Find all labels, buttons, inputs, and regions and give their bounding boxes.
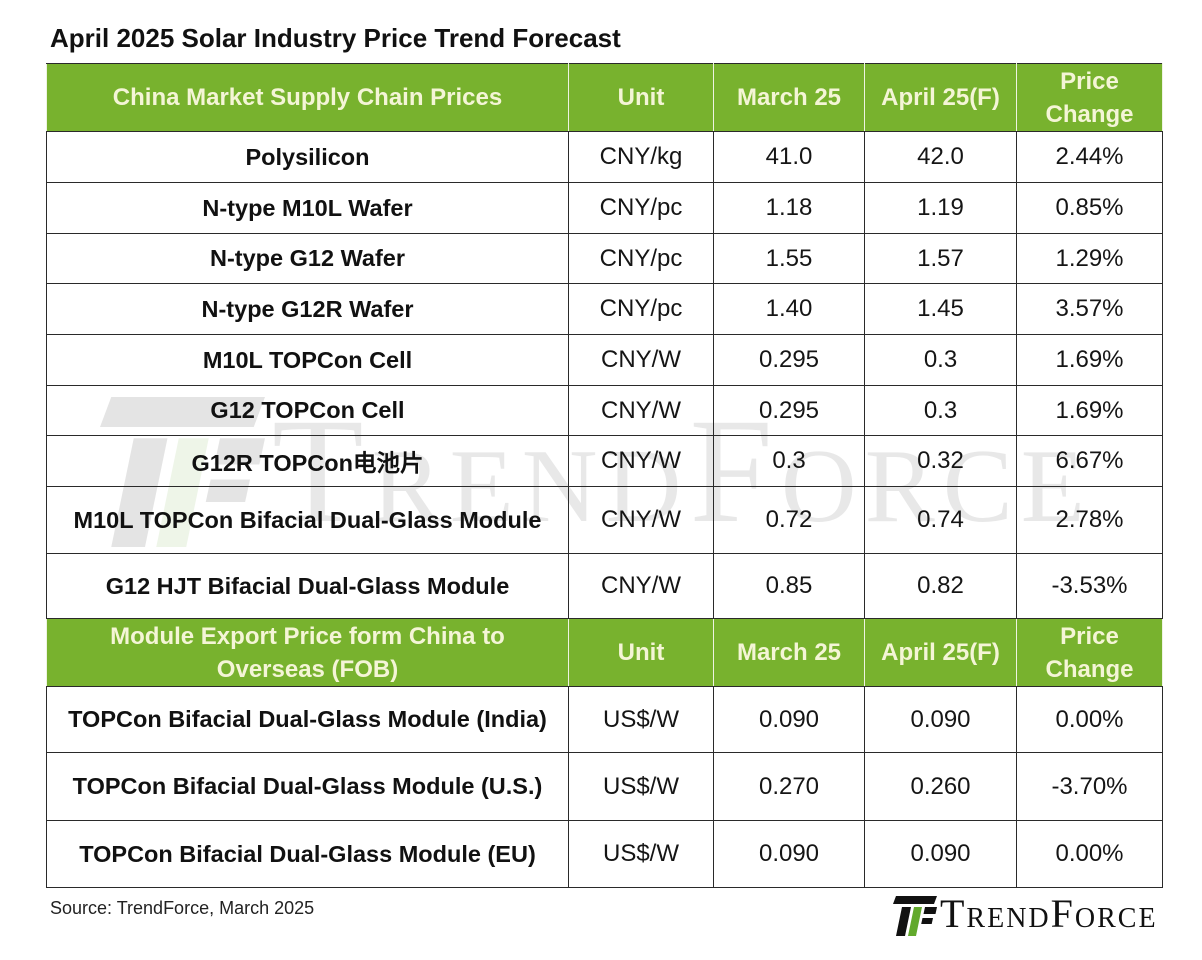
march-price-cell: 0.270 (713, 752, 865, 821)
march-price-cell: 0.3 (713, 435, 865, 487)
april-forecast-cell: 0.3 (864, 334, 1017, 386)
unit-cell: CNY/pc (568, 233, 714, 284)
logo-text: TrendForce (940, 891, 1158, 936)
unit-cell: CNY/W (568, 334, 714, 386)
price-table-body: China Market Supply Chain Prices Unit Marc… (46, 63, 1163, 888)
price-change-cell: 2.78% (1016, 486, 1163, 554)
price-change-cell: 0.00% (1016, 820, 1163, 888)
april-forecast-cell: 42.0 (864, 131, 1017, 183)
icon-stem (896, 907, 911, 936)
product-name-cell: N-type G12R Wafer (46, 283, 569, 335)
header-product: Module Export Price form China to Overse… (46, 618, 569, 687)
table-row: G12R TOPCon电池片 CNY/W 0.3 0.32 6.67% (46, 435, 1163, 487)
march-price-cell: 0.72 (713, 486, 865, 554)
price-change-cell: 3.57% (1016, 283, 1163, 335)
april-forecast-cell: 0.32 (864, 435, 1017, 487)
product-name-cell: N-type G12 Wafer (46, 233, 569, 284)
section-header-row: Module Export Price form China to Overse… (46, 618, 1163, 687)
march-price-cell: 0.090 (713, 686, 865, 753)
header-product: China Market Supply Chain Prices (46, 63, 569, 132)
product-name-cell: M10L TOPCon Bifacial Dual-Glass Module (46, 486, 569, 554)
table-row: M10L TOPCon Cell CNY/W 0.295 0.3 1.69% (46, 334, 1163, 386)
april-forecast-cell: 0.090 (864, 820, 1017, 888)
march-price-cell: 1.55 (713, 233, 865, 284)
unit-cell: CNY/W (568, 553, 714, 619)
header-unit: Unit (568, 63, 714, 132)
table-row: G12 HJT Bifacial Dual-Glass Module CNY/W 0… (46, 553, 1163, 619)
source-note: Source: TrendForce, March 2025 (50, 898, 315, 918)
april-forecast-cell: 0.82 (864, 553, 1017, 619)
march-price-cell: 0.295 (713, 385, 865, 436)
header-april-forecast: April 25(F) (864, 618, 1017, 687)
april-forecast-cell: 0.74 (864, 486, 1017, 554)
unit-cell: CNY/kg (568, 131, 714, 183)
header-unit: Unit (568, 618, 714, 687)
table-row: M10L TOPCon Bifacial Dual-Glass Module CN… (46, 486, 1163, 554)
product-name-cell: N-type M10L Wafer (46, 182, 569, 234)
trendforce-icon (893, 896, 937, 936)
march-price-cell: 0.295 (713, 334, 865, 386)
icon-middle-arm (921, 918, 933, 924)
april-forecast-cell: 0.260 (864, 752, 1017, 821)
product-name-cell: G12 HJT Bifacial Dual-Glass Module (46, 553, 569, 619)
price-table: China Market Supply Chain Prices Unit Marc… (46, 63, 1163, 888)
price-change-cell: 0.85% (1016, 182, 1163, 234)
table-row: Polysilicon CNY/kg 41.0 42.0 2.44% (46, 131, 1163, 183)
march-price-cell: 0.85 (713, 553, 865, 619)
unit-cell: CNY/W (568, 385, 714, 436)
unit-cell: US$/W (568, 820, 714, 888)
header-march-price: March 25 (713, 618, 865, 687)
table-row: TOPCon Bifacial Dual-Glass Module (India… (46, 686, 1163, 753)
price-change-cell: 0.00% (1016, 686, 1163, 753)
unit-cell: CNY/pc (568, 283, 714, 335)
april-forecast-cell: 0.090 (864, 686, 1017, 753)
price-change-cell: 1.29% (1016, 233, 1163, 284)
product-name-cell: G12R TOPCon电池片 (46, 435, 569, 487)
march-price-cell: 1.18 (713, 182, 865, 234)
table-row: N-type M10L Wafer CNY/pc 1.18 1.19 0.85% (46, 182, 1163, 234)
header-april-forecast: April 25(F) (864, 63, 1017, 132)
price-change-cell: 1.69% (1016, 334, 1163, 386)
price-change-cell: 2.44% (1016, 131, 1163, 183)
april-forecast-cell: 0.3 (864, 385, 1017, 436)
icon-green-stripe (908, 907, 922, 936)
product-name-cell: Polysilicon (46, 131, 569, 183)
product-name-cell: G12 TOPCon Cell (46, 385, 569, 436)
unit-cell: CNY/pc (568, 182, 714, 234)
header-price-change: Price Change (1016, 618, 1163, 687)
unit-cell: US$/W (568, 686, 714, 753)
march-price-cell: 1.40 (713, 283, 865, 335)
icon-upper-arm (923, 907, 937, 914)
header-march-price: March 25 (713, 63, 865, 132)
unit-cell: US$/W (568, 752, 714, 821)
table-row: G12 TOPCon Cell CNY/W 0.295 0.3 1.69% (46, 385, 1163, 436)
price-change-cell: -3.53% (1016, 553, 1163, 619)
price-change-cell: 1.69% (1016, 385, 1163, 436)
section-header-row: China Market Supply Chain Prices Unit Marc… (46, 63, 1163, 132)
april-forecast-cell: 1.45 (864, 283, 1017, 335)
table-row: TOPCon Bifacial Dual-Glass Module (EU) US… (46, 820, 1163, 888)
march-price-cell: 0.090 (713, 820, 865, 888)
price-change-cell: 6.67% (1016, 435, 1163, 487)
unit-cell: CNY/W (568, 486, 714, 554)
table-row: N-type G12R Wafer CNY/pc 1.40 1.45 3.57% (46, 283, 1163, 335)
icon-top-bar (893, 896, 937, 904)
april-forecast-cell: 1.19 (864, 182, 1017, 234)
product-name-cell: TOPCon Bifacial Dual-Glass Module (EU) (46, 820, 569, 888)
product-name-cell: TOPCon Bifacial Dual-Glass Module (U.S.) (46, 752, 569, 821)
product-name-cell: M10L TOPCon Cell (46, 334, 569, 386)
april-forecast-cell: 1.57 (864, 233, 1017, 284)
price-change-cell: -3.70% (1016, 752, 1163, 821)
table-row: N-type G12 Wafer CNY/pc 1.55 1.57 1.29% (46, 233, 1163, 284)
table-row: TOPCon Bifacial Dual-Glass Module (U.S.)… (46, 752, 1163, 821)
product-name-cell: TOPCon Bifacial Dual-Glass Module (India… (46, 686, 569, 753)
header-price-change: Price Change (1016, 63, 1163, 132)
march-price-cell: 41.0 (713, 131, 865, 183)
page-title: April 2025 Solar Industry Price Trend Fo… (50, 23, 621, 53)
unit-cell: CNY/W (568, 435, 714, 487)
